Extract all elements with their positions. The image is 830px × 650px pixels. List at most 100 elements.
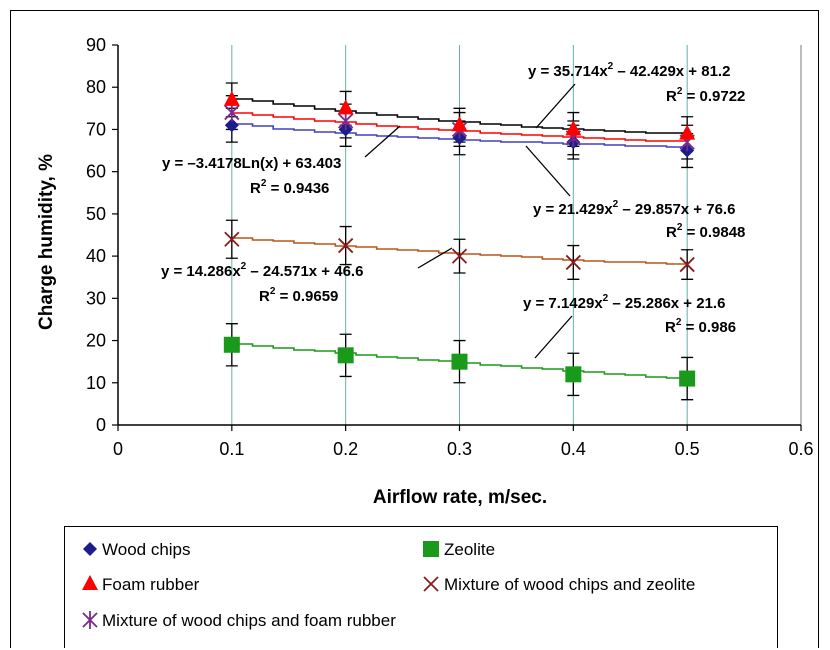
trend-equation-2: y = 21.429x2 – 29.857x + 76.6 xyxy=(533,199,735,218)
trend-equation-part: y = 14.286x xyxy=(161,263,241,280)
point-3-0 xyxy=(224,231,240,247)
r-squared-equals: = xyxy=(681,319,698,336)
r-squared-value: 0.986 xyxy=(699,319,737,336)
r-squared-exponent: 2 xyxy=(270,286,276,297)
trend-equation-part: – 24.571x + 46.6 xyxy=(246,263,363,280)
trend-equation-exponent: 2 xyxy=(613,199,619,210)
legend-label-3: Mixture of wood chips and zeolite xyxy=(444,575,695,594)
trend-equation-part: y = 21.429x xyxy=(533,201,613,218)
point-2-0 xyxy=(223,90,240,106)
point-4-0 xyxy=(224,103,240,122)
r-squared-value: 0.9722 xyxy=(700,88,746,105)
point-3-2 xyxy=(451,248,468,264)
plot-axes: 0 10 20 30 40 50 60 70 80 90 0 0.1 0.2 0.3 0.4 0.5 0.6 xyxy=(86,35,814,459)
r-squared-equals: = xyxy=(682,88,699,105)
r-squared-prefix: R xyxy=(666,224,677,241)
y-tick-label-7: 70 xyxy=(86,119,106,139)
plot-annotations: y = 35.714x2 – 42.429x + 81.2R2 = 0.9722… xyxy=(161,61,745,359)
point-1-0 xyxy=(223,336,240,353)
r-squared-value: 0.9436 xyxy=(284,180,330,197)
trend-equation-exponent: 2 xyxy=(608,61,614,72)
point-3-4 xyxy=(679,256,695,273)
legend-label-1: Zeolite xyxy=(444,540,495,559)
x-tick-label-6: 0.6 xyxy=(788,439,813,459)
r-squared-2: R2 = 0.9848 xyxy=(666,222,745,241)
plot-points xyxy=(223,90,696,387)
trend-equation-3: y = 14.286x2 – 24.571x + 46.6 xyxy=(161,261,363,280)
y-axis-title: Charge humidity, % xyxy=(36,154,57,330)
y-tick-label-0: 0 xyxy=(96,415,106,435)
r-squared-3: R2 = 0.9659 xyxy=(259,286,338,305)
trendline-0 xyxy=(231,123,688,148)
point-1-1 xyxy=(337,347,354,364)
trend-equation-exponent: 2 xyxy=(241,261,247,272)
r-squared-prefix: R xyxy=(250,180,261,197)
legend-marker-4 xyxy=(82,611,98,629)
r-squared-prefix: R xyxy=(666,88,677,105)
point-0-0 xyxy=(224,118,239,133)
y-tick-label-2: 20 xyxy=(86,331,106,351)
legend-marker-0 xyxy=(83,542,97,556)
x-tick-label-2: 0.2 xyxy=(333,439,358,459)
point-1-4 xyxy=(679,370,696,387)
point-2-3 xyxy=(565,120,582,136)
r-squared-exponent: 2 xyxy=(676,317,682,328)
annotation-leader-2 xyxy=(525,145,571,197)
point-2-4 xyxy=(679,124,696,140)
trend-equation-part: – 29.857x + 76.6 xyxy=(618,201,735,218)
point-2-1 xyxy=(337,99,354,115)
r-squared-0: R2 = 0.9722 xyxy=(666,86,745,105)
trend-equation-0: y = 35.714x2 – 42.429x + 81.2 xyxy=(528,61,730,80)
legend-label-2: Foam rubber xyxy=(102,575,200,594)
legend-marker-1 xyxy=(423,541,439,557)
y-tick-label-5: 50 xyxy=(86,204,106,224)
x-axis-title: Airflow rate, m/sec. xyxy=(373,487,547,508)
point-1-2 xyxy=(451,353,468,370)
r-squared-exponent: 2 xyxy=(677,222,683,233)
x-tick-label-0: 0 xyxy=(113,439,123,459)
point-2-2 xyxy=(451,116,468,132)
point-1-3 xyxy=(565,366,582,383)
trend-equation-4: y = 7.1429x2 – 25.286x + 21.6 xyxy=(523,293,725,312)
trend-equation-part: – 25.286x + 21.6 xyxy=(608,295,725,312)
r-squared-4: R2 = 0.986 xyxy=(665,317,736,336)
r-squared-equals: = xyxy=(266,180,283,197)
y-tick-label-6: 60 xyxy=(86,162,106,182)
trend-equation-1: y = –3.4178Ln(x) + 63.403 xyxy=(162,155,341,172)
r-squared-prefix: R xyxy=(665,319,676,336)
r-squared-exponent: 2 xyxy=(677,86,683,97)
plot-legend: Wood chips Zeolite Foam rubber Mixture of w… xyxy=(82,540,695,630)
r-squared-equals: = xyxy=(275,288,292,305)
annotation-leader-1 xyxy=(364,125,401,158)
annotation-leader-0 xyxy=(535,83,576,129)
point-4-1 xyxy=(338,112,354,130)
point-3-1 xyxy=(338,237,354,254)
r-squared-1: R2 = 0.9436 xyxy=(250,178,329,197)
y-tick-label-9: 90 xyxy=(86,35,106,55)
point-3-3 xyxy=(565,254,581,271)
y-tick-label-8: 80 xyxy=(86,77,106,97)
trend-equation-exponent: 2 xyxy=(603,293,609,304)
legend-box xyxy=(64,526,778,648)
legend-label-0: Wood chips xyxy=(102,540,191,559)
legend-marker-3 xyxy=(423,576,439,592)
y-tick-label-4: 40 xyxy=(86,246,106,266)
chart-frame xyxy=(10,10,819,648)
y-tick-label-1: 10 xyxy=(86,373,106,393)
trend-equation-part: – 42.429x + 81.2 xyxy=(613,63,730,80)
annotation-leader-3 xyxy=(417,247,453,269)
trend-equation-part: y = 35.714x xyxy=(528,63,608,80)
trend-equation-part: y = –3.4178Ln(x) + 63.403 xyxy=(162,155,341,172)
r-squared-exponent: 2 xyxy=(261,178,267,189)
x-tick-label-4: 0.4 xyxy=(561,439,586,459)
r-squared-value: 0.9659 xyxy=(293,288,339,305)
trend-equation-part: y = 7.1429x xyxy=(523,295,603,312)
annotation-leader-4 xyxy=(534,315,573,359)
r-squared-prefix: R xyxy=(259,288,270,305)
legend-label-4: Mixture of wood chips and foam rubber xyxy=(102,611,396,630)
x-tick-label-3: 0.3 xyxy=(447,439,472,459)
x-tick-label-1: 0.1 xyxy=(219,439,244,459)
legend-marker-2 xyxy=(82,575,98,590)
r-squared-value: 0.9848 xyxy=(700,224,746,241)
